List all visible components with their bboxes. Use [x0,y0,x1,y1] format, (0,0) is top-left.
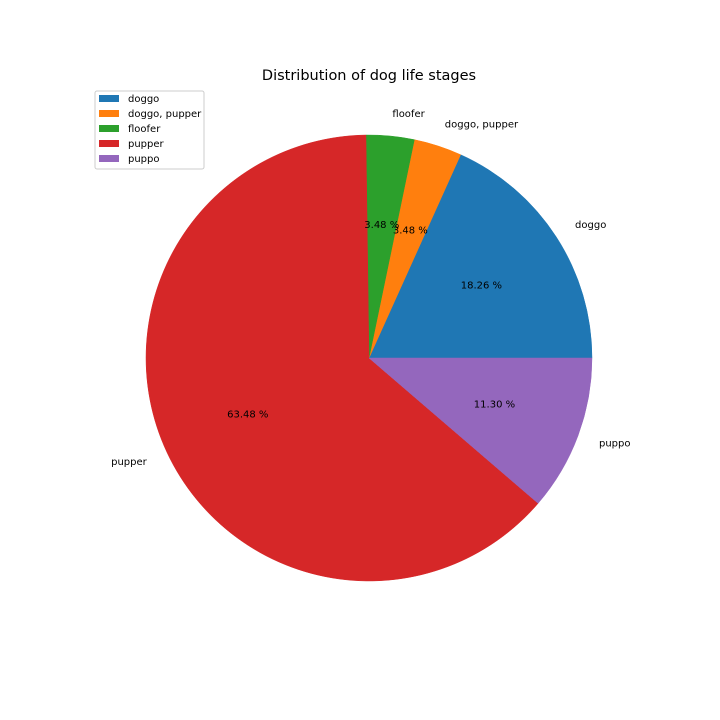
slice-label-floofer: floofer [392,109,425,120]
chart-title: Distribution of dog life stages [262,68,476,84]
pct-label-doggo-pupper: 3.48 % [393,226,428,237]
slice-label-pupper: pupper [111,457,148,468]
legend-label-puppo: puppo [128,154,160,165]
legend-swatch-floofer [99,125,119,132]
slice-label-doggo: doggo [575,220,606,231]
legend-label-doggo-pupper: doggo, pupper [128,109,202,120]
pie-slices [145,134,593,582]
legend-label-doggo: doggo [128,94,159,105]
legend-frame [94,90,205,170]
pct-label-pupper: 63.48 % [227,410,268,421]
pie-slice-pupper [145,134,539,582]
pct-label-doggo: 18.26 % [461,280,502,291]
pct-label-puppo: 11.30 % [474,400,515,411]
pie-slice-puppo [368,357,593,504]
legend-swatch-doggo [99,95,119,102]
pct-label-floofer: 3.48 % [364,220,399,231]
legend-swatch-doggo-pupper [99,110,119,117]
pie-labels: 18.26 % doggo 3.48 % doggo, pupper 3.48 % flo… [111,109,630,468]
legend-label-floofer: floofer [128,124,161,135]
legend-label-pupper: pupper [128,139,165,150]
pie-slice-doggo [368,154,593,359]
slice-label-puppo: puppo [599,438,631,449]
legend-swatch-pupper [99,140,119,147]
legend-swatch-puppo [99,155,119,162]
legend: doggo doggo, pupper floofer pupper puppo [94,90,205,170]
slice-label-doggo-pupper: doggo, pupper [445,120,519,131]
